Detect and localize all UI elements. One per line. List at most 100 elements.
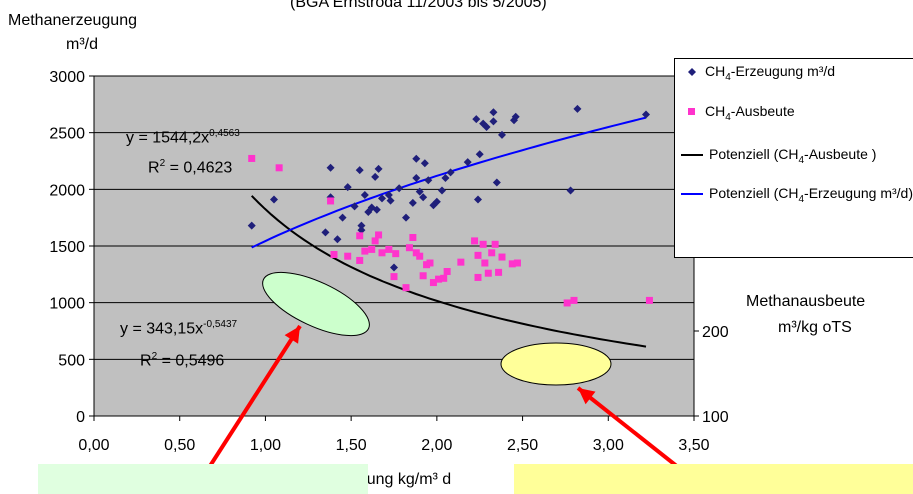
data-point-ausbeute — [443, 268, 451, 275]
data-point-erzeugung — [371, 172, 380, 181]
trendline-ausbeute — [250, 195, 647, 348]
data-point-ausbeute — [385, 245, 393, 253]
chart-legend: CH4-Erzeugung m³/d CH4-Ausbeute Potenzie… — [674, 58, 913, 258]
data-point-erzeugung — [475, 150, 484, 159]
data-point-ausbeute — [368, 245, 376, 253]
data-point-ausbeute — [488, 249, 496, 257]
data-point-erzeugung — [408, 198, 417, 207]
x-tick-label: 0,00 — [78, 437, 109, 454]
data-point-ausbeute — [416, 252, 424, 260]
data-point-ausbeute — [390, 273, 398, 281]
data-point-erzeugung — [386, 196, 395, 205]
data-point-ausbeute — [563, 299, 571, 307]
data-point-erzeugung — [357, 221, 366, 230]
data-point-erzeugung — [482, 123, 491, 131]
data-point-erzeugung — [441, 174, 450, 182]
legend-item-erzeugung: CH4-Erzeugung m³/d — [705, 63, 836, 83]
data-point-erzeugung — [350, 202, 359, 211]
y-right-label-line1: Methanausbeute — [746, 293, 866, 310]
data-point-ausbeute — [435, 275, 443, 283]
annotation-box-left — [38, 464, 368, 494]
data-point-erzeugung — [415, 187, 424, 196]
x-tick-label: 1,50 — [336, 437, 367, 454]
highlight-ellipse-left — [262, 271, 370, 337]
data-point-erzeugung — [511, 112, 520, 121]
r2-erzeugung: R2 = 0,4623 — [148, 158, 233, 177]
data-point-ausbeute — [508, 260, 516, 268]
x-tick-label: 3,00 — [593, 437, 624, 454]
legend-item-ausbeute: CH4-Ausbeute — [705, 103, 795, 123]
x-tick-label: 2,00 — [421, 437, 452, 454]
equation-ausbeute: y = 343,15x-0,5437 — [120, 319, 238, 338]
data-point-erzeugung — [333, 235, 342, 244]
data-point-ausbeute — [426, 259, 434, 267]
data-point-ausbeute — [248, 154, 256, 162]
data-point-erzeugung — [372, 205, 381, 214]
data-point-erzeugung — [343, 183, 352, 192]
legend-diamond-marker — [688, 68, 696, 76]
data-point-erzeugung — [446, 168, 455, 177]
data-point-ausbeute — [570, 296, 578, 304]
y-left-tick-label: 2000 — [49, 182, 85, 199]
y-left-tick-label: 1000 — [49, 296, 85, 313]
data-point-ausbeute — [429, 279, 437, 287]
data-point-erzeugung — [489, 117, 498, 126]
data-point-ausbeute — [474, 273, 482, 281]
y-left-label-line2: m³/d — [66, 36, 98, 53]
data-point-ausbeute — [409, 234, 417, 241]
data-point-ausbeute — [645, 296, 653, 304]
data-point-ausbeute — [471, 237, 479, 245]
data-point-erzeugung — [270, 195, 278, 204]
data-point-ausbeute — [327, 197, 335, 205]
y-left-tick-label: 500 — [58, 352, 85, 369]
data-point-ausbeute — [371, 237, 379, 245]
legend-blue-line — [681, 193, 703, 195]
data-point-erzeugung — [338, 213, 347, 222]
data-point-ausbeute — [405, 244, 413, 252]
y-left-label-line1: Methanerzeugung — [8, 12, 137, 29]
data-point-erzeugung — [412, 174, 421, 182]
data-point-erzeugung — [498, 130, 506, 139]
data-point-erzeugung — [463, 158, 472, 167]
data-point-erzeugung — [472, 115, 481, 124]
data-point-erzeugung — [390, 263, 398, 272]
data-point-ausbeute — [375, 231, 383, 239]
chart-title: (BGA Ernstroda 11/2003 bis 5/2005) — [290, 0, 547, 11]
arrow-left-head — [284, 326, 300, 344]
data-point-erzeugung — [438, 186, 446, 195]
data-point-ausbeute — [392, 250, 400, 258]
x-tick-label: 0,50 — [164, 437, 195, 454]
arrow-right-head — [578, 388, 596, 405]
data-point-erzeugung — [489, 108, 498, 117]
highlight-ellipse-right — [500, 342, 612, 386]
y-left-tick-label: 2500 — [49, 126, 85, 143]
data-point-erzeugung — [402, 213, 410, 222]
data-point-erzeugung — [247, 221, 256, 230]
data-point-erzeugung — [419, 193, 428, 202]
data-point-ausbeute — [356, 232, 364, 240]
data-point-ausbeute — [479, 240, 487, 248]
legend-item-trend-ausbeute: Potenziell (CH4-Ausbeute ) — [709, 146, 877, 166]
y-left-tick-label: 3000 — [49, 69, 85, 86]
annotation-box-right — [514, 464, 913, 494]
data-point-ausbeute — [513, 259, 521, 267]
data-point-erzeugung — [374, 164, 383, 173]
data-point-erzeugung — [321, 228, 330, 237]
data-point-ausbeute — [361, 247, 369, 255]
data-point-erzeugung — [355, 166, 364, 175]
equation-erzeugung: y = 1544,2x0,4563 — [126, 128, 240, 147]
data-point-erzeugung — [357, 226, 366, 235]
data-point-ausbeute — [495, 268, 503, 276]
y-right-tick-label: 200 — [702, 324, 729, 341]
data-point-erzeugung — [492, 178, 501, 187]
data-point-ausbeute — [498, 253, 506, 261]
data-point-erzeugung — [395, 184, 404, 193]
x-tick-label: 2,50 — [507, 437, 538, 454]
data-point-erzeugung — [360, 191, 369, 199]
x-tick-label: 3,50 — [678, 437, 709, 454]
legend-black-line — [681, 154, 703, 156]
data-point-erzeugung — [424, 176, 433, 185]
data-point-ausbeute — [419, 272, 427, 280]
data-point-ausbeute — [484, 269, 492, 277]
